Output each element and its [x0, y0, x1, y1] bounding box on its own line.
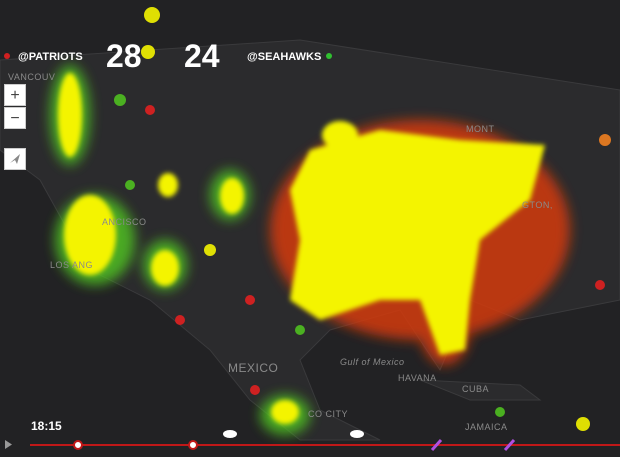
event-icon[interactable] — [503, 438, 516, 452]
timeline-marker[interactable] — [73, 440, 83, 450]
map-label: ANCISCO — [102, 217, 147, 227]
map-label: LOS ANG — [50, 260, 93, 270]
locate-icon — [10, 154, 20, 164]
event-icon[interactable] — [430, 438, 443, 452]
team-name: @SEAHAWKS — [247, 51, 321, 63]
map-label: MONT — [466, 124, 495, 134]
map-label: VANCOUV — [8, 72, 55, 82]
zoom-in[interactable]: + — [4, 84, 26, 106]
clock: 18:15 — [31, 419, 62, 433]
score: 28 — [106, 38, 142, 74]
touchdown-icon[interactable] — [223, 430, 237, 438]
locate-button[interactable] — [4, 148, 26, 170]
map-label: CO CITY — [308, 409, 348, 419]
map-label: CUBA — [462, 384, 489, 394]
team-name: @PATRIOTS — [18, 51, 83, 63]
play-button[interactable] — [5, 440, 12, 449]
map-label: HAVANA — [398, 373, 437, 383]
timeline-marker[interactable] — [188, 440, 198, 450]
zoom-out[interactable]: − — [4, 107, 26, 129]
score: 24 — [184, 38, 220, 74]
touchdown-icon[interactable] — [350, 430, 364, 438]
map-label: Gulf of Mexico — [340, 357, 405, 367]
heat-dots — [114, 7, 611, 431]
map-label: GTON, — [522, 200, 553, 210]
team-dot — [4, 53, 10, 59]
heat-core — [58, 73, 545, 424]
team-dot — [326, 53, 332, 59]
map-label: MEXICO — [228, 361, 278, 375]
map-label: JAMAICA — [465, 422, 508, 432]
